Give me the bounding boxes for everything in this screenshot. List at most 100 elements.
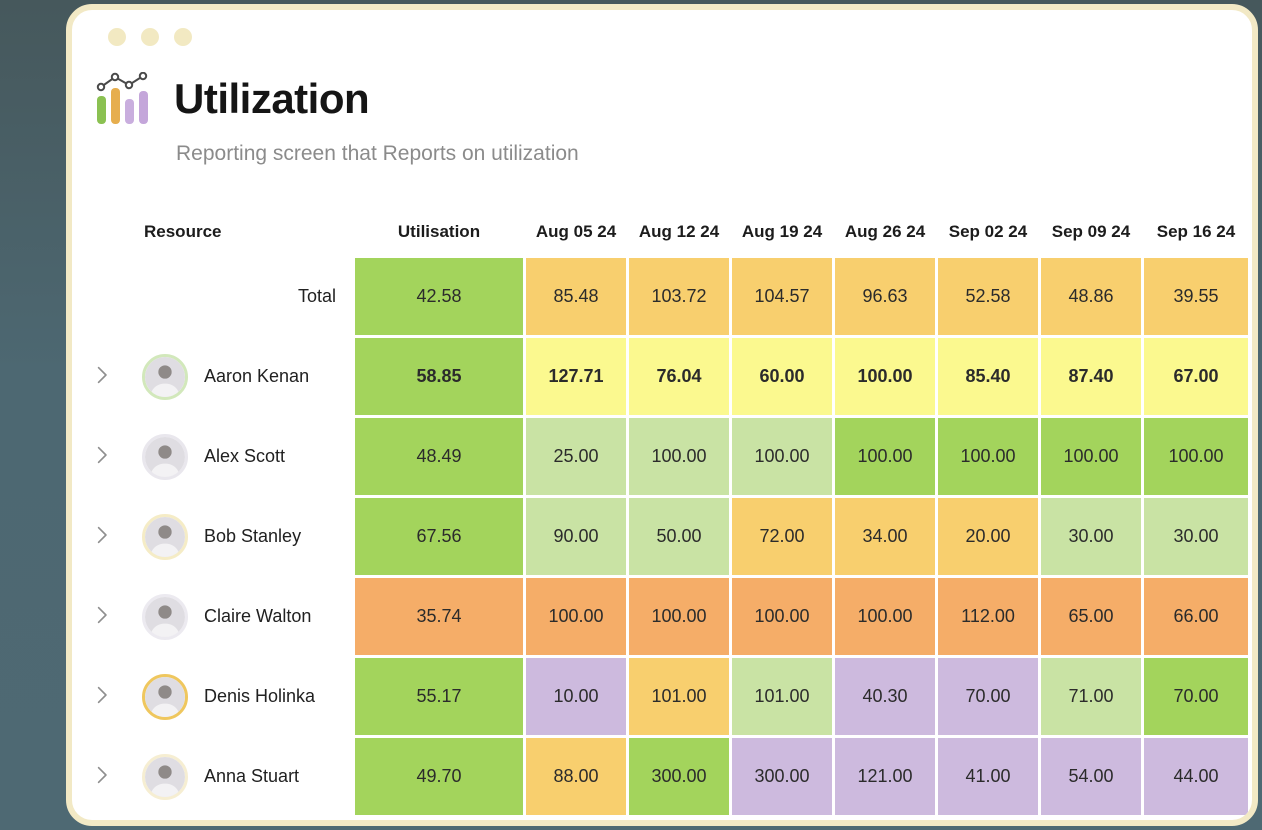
utilization-cell: 101.00 (732, 658, 832, 735)
column-header-sep-16-24[interactable]: Sep 16 24 (1156, 222, 1236, 241)
utilization-cell: 100.00 (732, 418, 832, 495)
total-cell: 96.63 (835, 258, 935, 335)
avatar (142, 353, 188, 400)
utilization-cell: 100.00 (1041, 418, 1141, 495)
column-header-utilisation[interactable]: Utilisation (397, 222, 481, 241)
chevron-right-icon (96, 526, 108, 547)
page-subtitle: Reporting screen that Reports on utiliza… (176, 142, 579, 165)
expand-row-button[interactable] (90, 445, 114, 469)
expand-row-button[interactable] (90, 365, 114, 389)
total-cell: 103.72 (629, 258, 729, 335)
utilization-table: Resource Utilisation Aug 05 24 Aug 12 24 Aug… (80, 212, 1248, 815)
utilization-cell: 87.40 (1041, 338, 1141, 415)
utilization-cell: 20.00 (938, 498, 1038, 575)
window-control-dot[interactable] (108, 28, 126, 46)
table-row-resource: Claire Walton (80, 578, 352, 655)
utilization-cell: 72.00 (732, 498, 832, 575)
total-cell: 39.55 (1144, 258, 1248, 335)
utilization-cell: 101.00 (629, 658, 729, 735)
utilization-cell: 100.00 (835, 338, 935, 415)
utilization-cell: 40.30 (835, 658, 935, 735)
table-row-resource: Bob Stanley (80, 498, 352, 575)
page-title: Utilization (174, 75, 370, 122)
table-body: Total 42.58 85.48 103.72 104.57 96.63 52.58 48.… (80, 258, 1248, 815)
table-row-resource: Denis Holinka (80, 658, 352, 735)
utilization-cell: 48.49 (355, 418, 523, 495)
resource-name: Alex Scott (204, 446, 286, 466)
utilization-cell: 66.00 (1144, 578, 1248, 655)
utilization-cell: 127.71 (526, 338, 626, 415)
utilization-cell: 121.00 (835, 738, 935, 815)
utilization-cell: 112.00 (938, 578, 1038, 655)
column-header-sep-02-24[interactable]: Sep 02 24 (948, 222, 1028, 241)
utilization-cell: 54.00 (1041, 738, 1141, 815)
utilization-cell: 100.00 (1144, 418, 1248, 495)
utilization-cell: 30.00 (1144, 498, 1248, 575)
resource-name: Claire Walton (204, 606, 312, 626)
utilization-cell: 30.00 (1041, 498, 1141, 575)
expand-row-button[interactable] (90, 525, 114, 549)
utilization-cell: 100.00 (938, 418, 1038, 495)
expand-row-button[interactable] (90, 685, 114, 709)
utilization-cell: 60.00 (732, 338, 832, 415)
total-cell: 48.86 (1041, 258, 1141, 335)
window-control-dot[interactable] (141, 28, 159, 46)
utilization-cell: 67.56 (355, 498, 523, 575)
utilization-cell: 70.00 (938, 658, 1038, 735)
table-header-row: Resource Utilisation Aug 05 24 Aug 12 24 Aug… (80, 212, 1248, 252)
utilization-cell: 65.00 (1041, 578, 1141, 655)
total-cell: 104.57 (732, 258, 832, 335)
utilization-cell: 100.00 (835, 418, 935, 495)
table-row-resource: Anna Stuart (80, 738, 352, 815)
avatar (142, 433, 188, 480)
utilization-cell: 100.00 (629, 418, 729, 495)
resource-name: Denis Holinka (204, 686, 316, 706)
utilization-cell: 100.00 (526, 578, 626, 655)
utilization-cell: 70.00 (1144, 658, 1248, 735)
utilization-cell: 100.00 (732, 578, 832, 655)
resource-name: Anna Stuart (204, 766, 300, 786)
utilization-cell: 35.74 (355, 578, 523, 655)
window-control-dot[interactable] (174, 28, 192, 46)
chevron-right-icon (96, 606, 108, 627)
column-header-sep-09-24[interactable]: Sep 09 24 (1051, 222, 1131, 241)
column-header-resource[interactable]: Resource (144, 222, 222, 241)
app-window: Utilization Reporting screen that Report… (66, 4, 1258, 826)
expand-row-button[interactable] (90, 765, 114, 789)
column-header-aug-19-24[interactable]: Aug 19 24 (741, 222, 823, 241)
column-header-aug-26-24[interactable]: Aug 26 24 (844, 222, 926, 241)
utilization-cell: 44.00 (1144, 738, 1248, 815)
chevron-right-icon (96, 686, 108, 707)
table-row-resource: Aaron Kenan (80, 338, 352, 415)
utilization-cell: 88.00 (526, 738, 626, 815)
column-header-aug-12-24[interactable]: Aug 12 24 (638, 222, 720, 241)
column-header-aug-05-24[interactable]: Aug 05 24 (535, 222, 617, 241)
utilization-cell: 34.00 (835, 498, 935, 575)
window-controls (108, 28, 192, 46)
utilization-cell: 300.00 (629, 738, 729, 815)
chevron-right-icon (96, 366, 108, 387)
utilization-cell: 49.70 (355, 738, 523, 815)
utilization-cell: 90.00 (526, 498, 626, 575)
utilization-cell: 50.00 (629, 498, 729, 575)
avatar (142, 513, 188, 560)
utilization-cell: 58.85 (355, 338, 523, 415)
total-cell: 42.58 (355, 258, 523, 335)
utilization-cell: 55.17 (355, 658, 523, 735)
utilization-cell: 300.00 (732, 738, 832, 815)
utilization-cell: 25.00 (526, 418, 626, 495)
avatar (142, 593, 188, 640)
utilization-cell: 10.00 (526, 658, 626, 735)
resource-name: Bob Stanley (204, 526, 302, 546)
total-label: Total (297, 286, 336, 306)
utilization-cell: 41.00 (938, 738, 1038, 815)
utilization-cell: 67.00 (1144, 338, 1248, 415)
utilization-cell: 100.00 (835, 578, 935, 655)
chevron-right-icon (96, 766, 108, 787)
utilization-cell: 71.00 (1041, 658, 1141, 735)
resource-name: Aaron Kenan (204, 366, 310, 386)
total-cell: 85.48 (526, 258, 626, 335)
expand-row-button[interactable] (90, 605, 114, 629)
utilization-cell: 85.40 (938, 338, 1038, 415)
